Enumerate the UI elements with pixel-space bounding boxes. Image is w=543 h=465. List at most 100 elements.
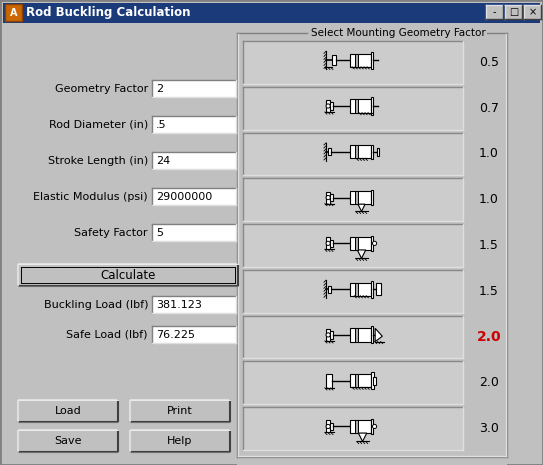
Bar [371,419,374,434]
Bar [243,316,463,359]
Bar [329,148,331,155]
Text: 76.225: 76.225 [156,330,195,339]
Bar [350,53,371,67]
Bar [152,224,236,241]
Bar [243,179,463,221]
Text: 1.5: 1.5 [479,239,499,252]
Bar [330,102,333,110]
Bar [524,5,541,19]
Bar [376,283,381,295]
Bar [371,52,374,69]
Bar [326,192,330,204]
Bar [350,145,371,159]
Text: 2.0: 2.0 [477,330,501,344]
Bar [243,270,463,312]
Circle shape [372,425,377,429]
Bar [355,191,358,204]
Bar [152,326,236,343]
Bar [152,152,236,169]
Bar [326,329,330,341]
Bar [355,53,358,67]
Bar [326,373,332,388]
Text: .5: .5 [156,120,167,129]
Bar [355,100,358,113]
Bar [5,4,22,21]
Text: 3.0: 3.0 [479,422,499,435]
Bar [243,133,463,175]
Bar [374,377,376,385]
Bar [350,100,371,113]
Bar [350,420,371,433]
Bar [350,374,371,387]
Polygon shape [375,328,382,341]
Bar [330,240,333,247]
Text: Geometry Factor: Geometry Factor [55,84,148,93]
Text: Save: Save [54,436,82,446]
Text: A: A [10,7,17,18]
Polygon shape [358,204,365,212]
Bar [18,264,238,286]
Polygon shape [358,433,367,441]
Bar [237,33,507,465]
Bar [371,145,374,159]
Bar [330,423,333,430]
Text: 5: 5 [156,227,163,238]
Bar [152,80,236,97]
Bar [332,55,336,65]
Bar [371,190,374,205]
Text: Load: Load [55,406,81,416]
Text: 29000000: 29000000 [156,192,212,201]
Bar [486,5,503,19]
Bar [355,237,358,250]
Text: 1.0: 1.0 [479,193,499,206]
Bar [330,194,333,201]
Bar [355,420,358,433]
Bar [330,332,333,339]
Bar [152,116,236,133]
Text: □: □ [509,7,518,17]
Text: Rod Diameter (in): Rod Diameter (in) [49,120,148,129]
Text: -: - [493,7,496,17]
Bar [243,407,463,450]
Polygon shape [357,250,366,259]
Text: Help: Help [167,436,193,446]
Bar [326,237,330,249]
Bar [371,372,374,389]
Bar [243,41,463,84]
Bar [152,188,236,205]
Circle shape [372,241,377,246]
Circle shape [326,333,330,337]
Bar [350,283,371,296]
Circle shape [326,241,330,246]
Bar [350,328,371,341]
Bar [355,328,358,341]
Bar [243,361,463,404]
Bar [371,98,374,114]
Bar [130,430,230,452]
Bar [355,145,358,159]
Text: Rod Buckling Calculation: Rod Buckling Calculation [26,6,191,19]
Text: Print: Print [167,406,193,416]
Text: Buckling Load (lbf): Buckling Load (lbf) [43,299,148,310]
Bar [18,430,118,452]
Text: Select Mounting Geometry Factor: Select Mounting Geometry Factor [311,28,486,38]
Bar [371,236,374,251]
Bar [350,237,371,250]
Text: 1.5: 1.5 [479,285,499,298]
Bar [243,224,463,267]
Bar [3,23,242,462]
Text: Calculate: Calculate [100,268,156,281]
Bar [355,374,358,387]
Bar [355,283,358,296]
Text: 2: 2 [156,84,163,93]
Text: 2.0: 2.0 [479,376,499,389]
Bar [152,296,236,313]
Bar [377,148,379,156]
Text: Safe Load (lbf): Safe Load (lbf) [66,330,148,339]
Text: Elastic Modulus (psi): Elastic Modulus (psi) [33,192,148,201]
Text: 0.5: 0.5 [479,56,499,69]
Bar [18,400,118,422]
Circle shape [326,425,330,429]
Bar [371,326,374,344]
Circle shape [326,104,330,108]
